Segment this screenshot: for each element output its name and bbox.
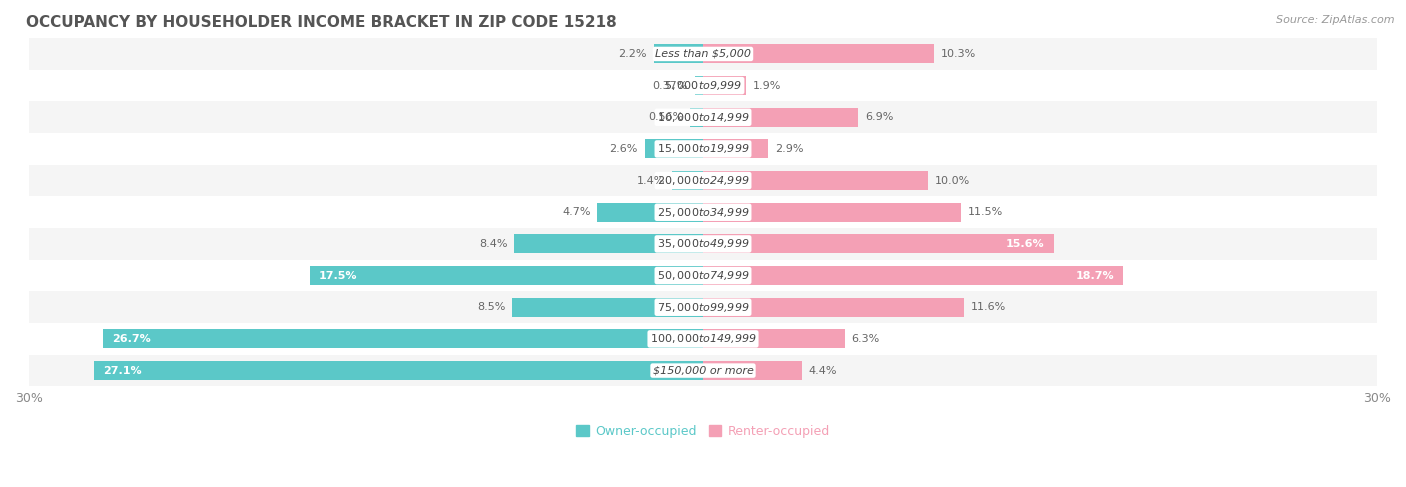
Bar (598, 203, 703, 222)
Text: 6.9%: 6.9% (865, 112, 893, 122)
Bar (30, 165, 1376, 196)
Text: OCCUPANCY BY HOUSEHOLDER INCOME BRACKET IN ZIP CODE 15218: OCCUPANCY BY HOUSEHOLDER INCOME BRACKET … (27, 15, 617, 30)
Text: 1.4%: 1.4% (637, 176, 665, 186)
Text: 27.1%: 27.1% (103, 366, 142, 375)
Text: 10.0%: 10.0% (935, 176, 970, 186)
Bar (703, 171, 928, 190)
Bar (512, 298, 703, 317)
Bar (654, 44, 703, 63)
Bar (690, 108, 703, 127)
Text: $5,000 to $9,999: $5,000 to $9,999 (664, 79, 742, 92)
Bar (703, 203, 962, 222)
Bar (672, 171, 703, 190)
Text: 4.7%: 4.7% (562, 207, 591, 217)
Bar (644, 139, 703, 158)
Text: $100,000 to $149,999: $100,000 to $149,999 (650, 333, 756, 345)
Text: 2.6%: 2.6% (609, 144, 638, 154)
Text: $10,000 to $14,999: $10,000 to $14,999 (657, 111, 749, 124)
Bar (94, 361, 703, 380)
Text: $75,000 to $99,999: $75,000 to $99,999 (657, 301, 749, 314)
Text: Less than $5,000: Less than $5,000 (655, 49, 751, 59)
Legend: Owner-occupied, Renter-occupied: Owner-occupied, Renter-occupied (571, 420, 835, 443)
Bar (703, 361, 801, 380)
Text: Source: ZipAtlas.com: Source: ZipAtlas.com (1277, 15, 1395, 25)
Text: 8.4%: 8.4% (479, 239, 508, 249)
Text: 6.3%: 6.3% (851, 334, 880, 344)
Text: $35,000 to $49,999: $35,000 to $49,999 (657, 238, 749, 250)
Bar (30, 260, 1376, 291)
Text: 0.37%: 0.37% (652, 81, 688, 91)
Bar (703, 298, 963, 317)
Text: 1.9%: 1.9% (752, 81, 780, 91)
Text: 11.5%: 11.5% (969, 207, 1004, 217)
Bar (695, 76, 703, 95)
Text: $150,000 or more: $150,000 or more (652, 366, 754, 375)
Bar (30, 355, 1376, 386)
Text: 4.4%: 4.4% (808, 366, 837, 375)
Text: 18.7%: 18.7% (1076, 271, 1114, 281)
Text: $15,000 to $19,999: $15,000 to $19,999 (657, 142, 749, 155)
Text: 2.9%: 2.9% (775, 144, 803, 154)
Bar (703, 329, 845, 348)
Text: 10.3%: 10.3% (941, 49, 976, 59)
Text: 0.56%: 0.56% (648, 112, 683, 122)
Text: 8.5%: 8.5% (477, 302, 505, 312)
Text: $50,000 to $74,999: $50,000 to $74,999 (657, 269, 749, 282)
Bar (30, 38, 1376, 70)
Bar (703, 234, 1053, 253)
Bar (703, 108, 858, 127)
Bar (30, 196, 1376, 228)
Bar (515, 234, 703, 253)
Text: 26.7%: 26.7% (112, 334, 150, 344)
Bar (30, 291, 1376, 323)
Text: 15.6%: 15.6% (1005, 239, 1045, 249)
Bar (309, 266, 703, 285)
Text: 2.2%: 2.2% (619, 49, 647, 59)
Bar (703, 44, 935, 63)
Text: 11.6%: 11.6% (970, 302, 1005, 312)
Bar (30, 133, 1376, 165)
Text: $25,000 to $34,999: $25,000 to $34,999 (657, 206, 749, 219)
Text: 17.5%: 17.5% (319, 271, 357, 281)
Bar (703, 139, 768, 158)
Bar (703, 266, 1123, 285)
Text: $20,000 to $24,999: $20,000 to $24,999 (657, 174, 749, 187)
Bar (30, 323, 1376, 355)
Bar (30, 228, 1376, 260)
Bar (30, 70, 1376, 101)
Bar (103, 329, 703, 348)
Bar (30, 101, 1376, 133)
Bar (703, 76, 745, 95)
